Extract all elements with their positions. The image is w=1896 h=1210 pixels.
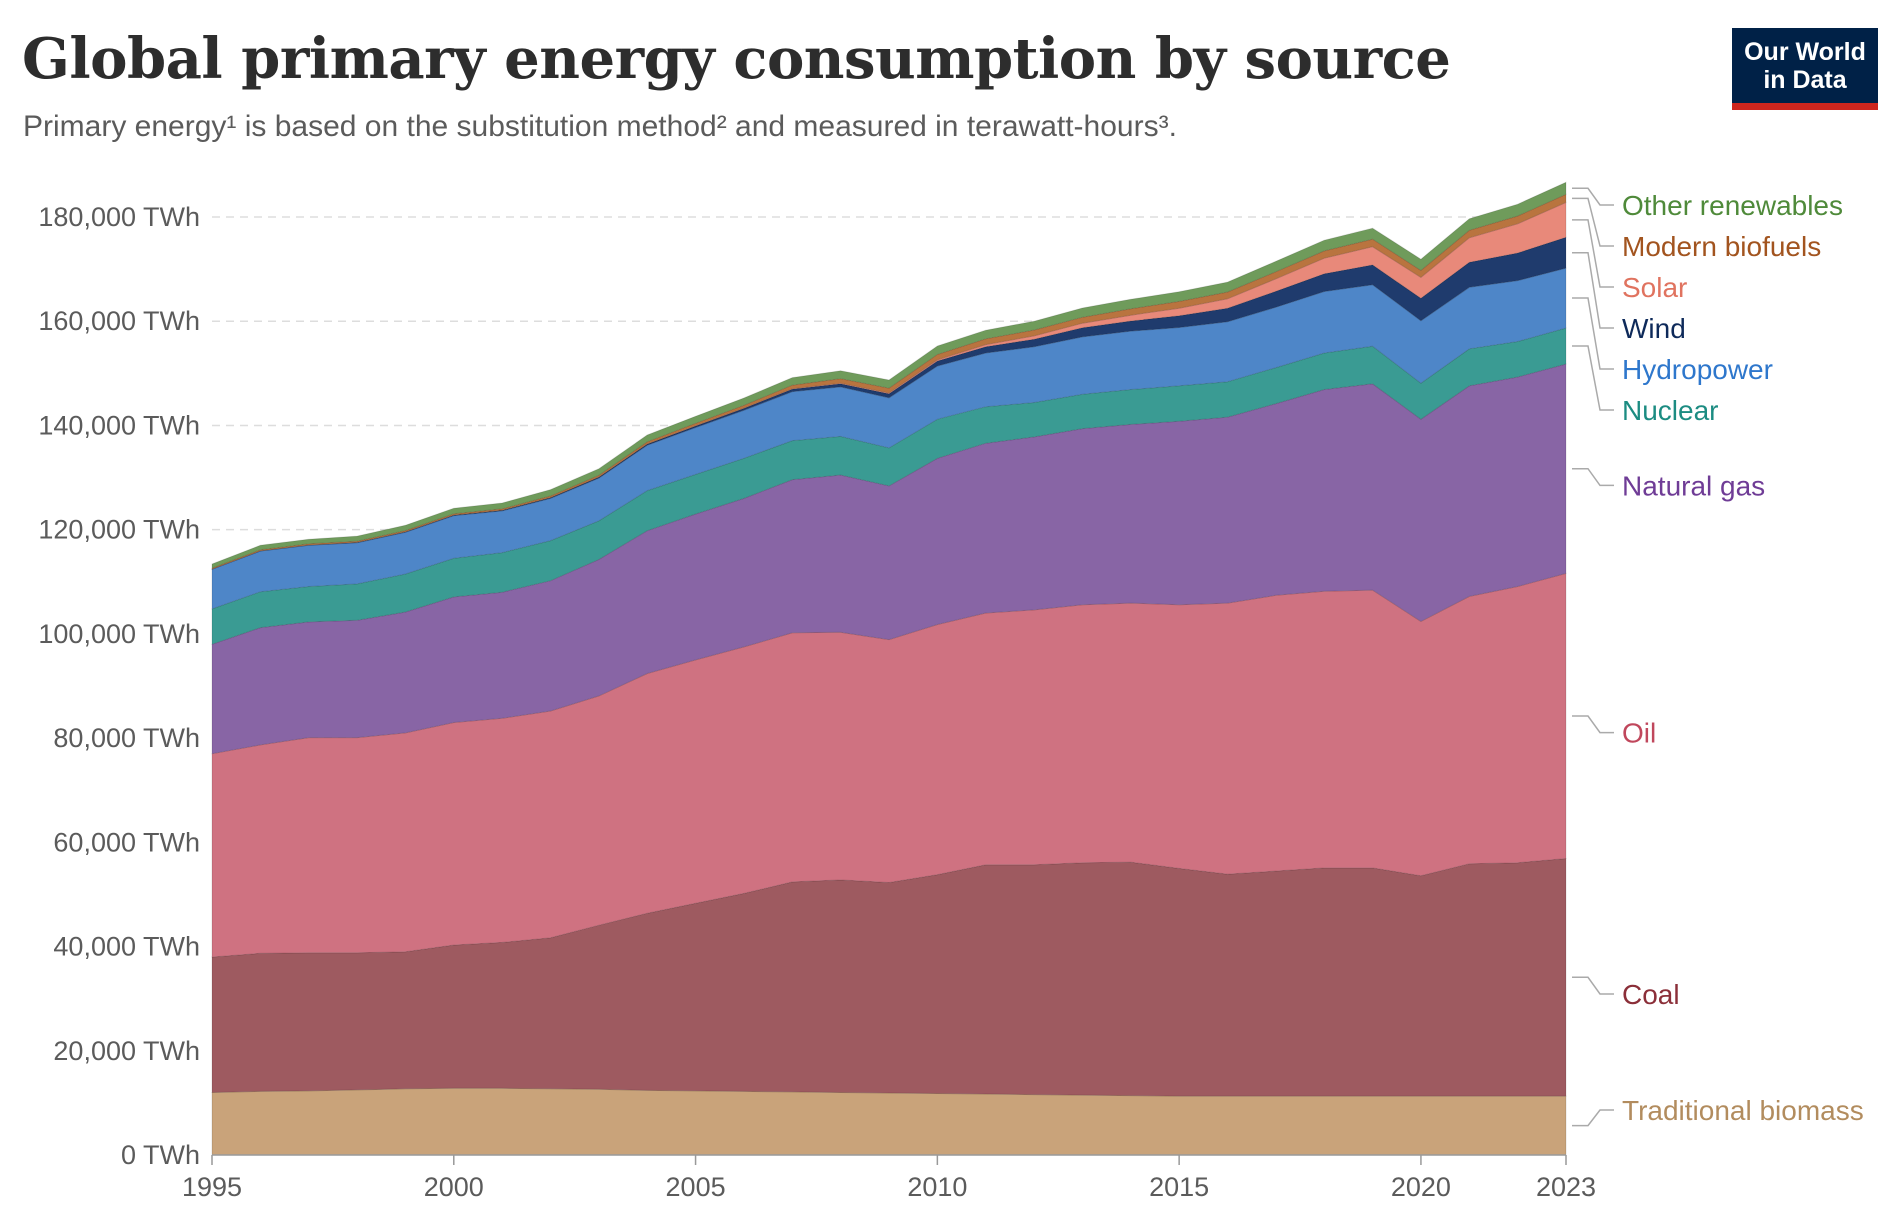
area-modern-biofuels[interactable]	[211, 193, 1567, 570]
legend-connector-wind	[1572, 251, 1614, 329]
y-tick-label: 60,000 TWh	[53, 827, 200, 857]
legend-connector-coal	[1572, 976, 1614, 995]
legend-connector-oil	[1572, 715, 1614, 734]
y-tick-label: 80,000 TWh	[53, 723, 200, 753]
legend-connector-natural-gas	[1572, 467, 1614, 487]
y-tick-label: 120,000 TWh	[38, 515, 200, 545]
x-tick-label: 2000	[424, 1172, 484, 1202]
legend-label-wind[interactable]: Wind	[1622, 313, 1686, 344]
area-series	[211, 181, 1567, 1156]
area-solar[interactable]	[211, 201, 1567, 570]
legend-label-other-renewables[interactable]: Other renewables	[1622, 190, 1843, 221]
legend-connector-other-renewables	[1572, 187, 1614, 206]
x-tick-label: 2015	[1149, 1172, 1209, 1202]
y-tick-label: 0 TWh	[121, 1140, 200, 1170]
y-tick-label: 100,000 TWh	[38, 619, 200, 649]
legend-connector-hydropower	[1572, 297, 1614, 370]
legend-label-traditional-biomass[interactable]: Traditional biomass	[1622, 1095, 1864, 1126]
legend-label-oil[interactable]: Oil	[1622, 718, 1656, 749]
legend-connector-traditional-biomass	[1572, 1109, 1614, 1127]
x-tick-label: 2023	[1536, 1172, 1596, 1202]
logo-line-2: in Data	[1763, 66, 1847, 94]
logo-line-1: Our World	[1744, 38, 1866, 66]
x-tick-label: 2010	[907, 1172, 967, 1202]
legend-label-hydropower[interactable]: Hydropower	[1622, 354, 1773, 385]
legend-label-solar[interactable]: Solar	[1622, 272, 1687, 303]
x-tick-label: 2020	[1391, 1172, 1451, 1202]
legend-label-natural-gas[interactable]: Natural gas	[1622, 470, 1765, 501]
chart-title: Global primary energy consumption by sou…	[22, 26, 1451, 92]
y-tick-label: 140,000 TWh	[38, 410, 200, 440]
owid-logo[interactable]: Our World in Data	[1732, 28, 1878, 110]
y-tick-label: 160,000 TWh	[38, 306, 200, 336]
legend-label-modern-biofuels[interactable]: Modern biofuels	[1622, 231, 1821, 262]
legend-connector-modern-biofuels	[1572, 197, 1614, 247]
chart-subtitle: Primary energy¹ is based on the substitu…	[23, 110, 1177, 143]
x-tick-label: 2005	[666, 1172, 726, 1202]
area-oil[interactable]	[211, 572, 1567, 958]
legend: Other renewables Modern biofuels Solar Wind…	[1572, 187, 1864, 1127]
y-tick-label: 20,000 TWh	[53, 1036, 200, 1066]
legend-label-nuclear[interactable]: Nuclear	[1622, 395, 1718, 426]
area-traditional-biomass[interactable]	[211, 1087, 1567, 1156]
area-other-renewables[interactable]	[211, 181, 1567, 569]
x-tick-label: 1995	[182, 1172, 242, 1202]
y-tick-label: 40,000 TWh	[53, 932, 200, 962]
y-tick-label: 180,000 TWh	[38, 202, 200, 232]
legend-label-coal[interactable]: Coal	[1622, 979, 1680, 1010]
legend-connector-nuclear	[1572, 345, 1614, 411]
legend-connector-solar	[1572, 219, 1614, 288]
axes: 0 TWh 20,000 TWh 40,000 TWh 60,000 TWh 80,00…	[38, 202, 1596, 1202]
